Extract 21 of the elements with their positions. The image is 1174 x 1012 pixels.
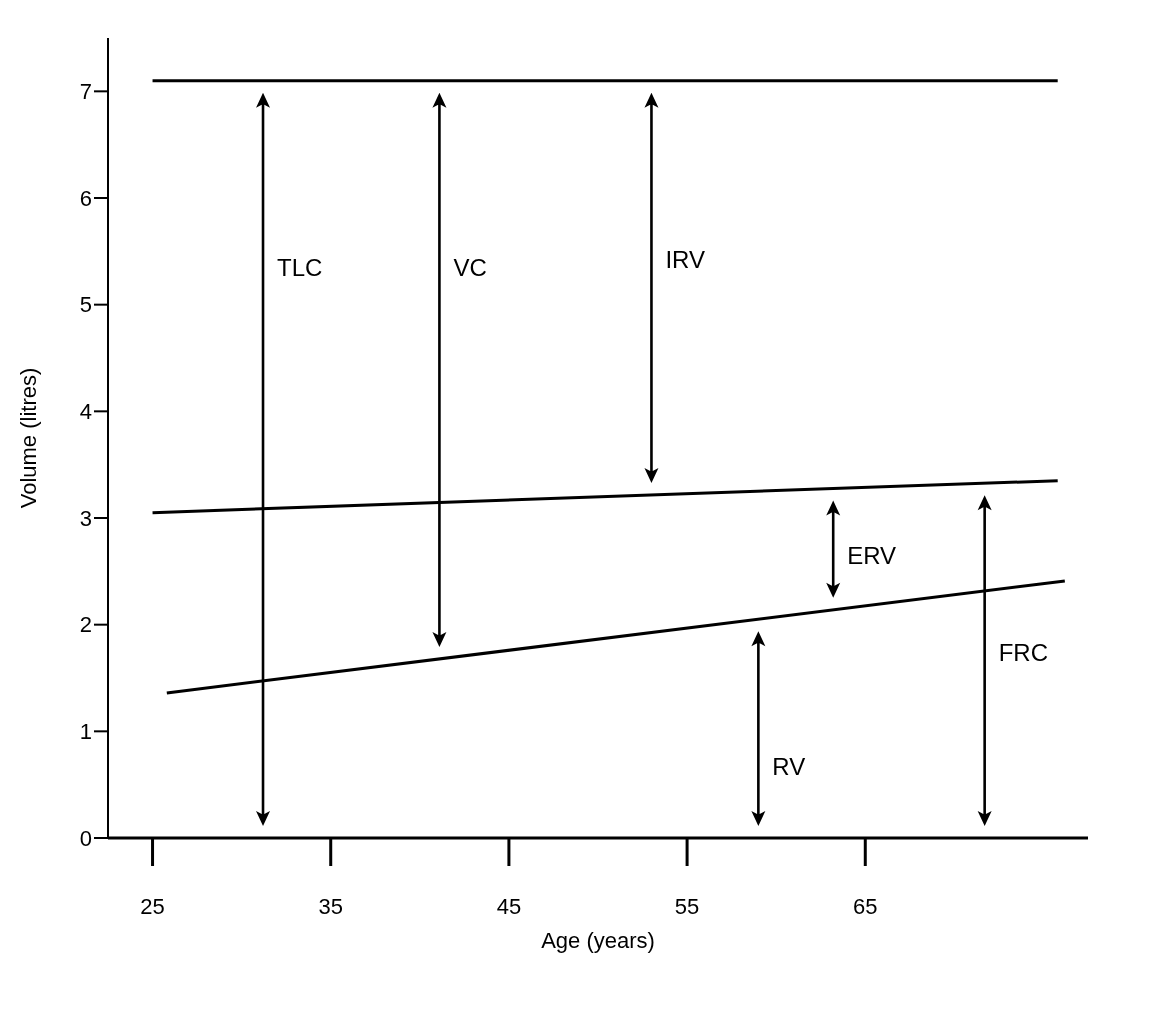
x-tick-label: 45 (496, 893, 522, 919)
annotation: TLC (277, 253, 323, 281)
y-tick-label: 6 (79, 185, 92, 211)
x-axis-title: Age (years) (541, 928, 655, 953)
y-tick-label: 3 (79, 505, 92, 531)
y-axis-title: Volume (litres) (15, 367, 41, 509)
annotation: VC (453, 253, 487, 281)
y-tick-label: 4 (79, 399, 92, 425)
y-tick-label: 2 (79, 612, 92, 638)
annotation: IRV (665, 246, 706, 274)
x-tick-label: 65 (853, 893, 878, 919)
annotation: ERV (847, 541, 897, 569)
x-tick-label: 25 (140, 893, 165, 919)
y-tick-label: 7 (79, 79, 92, 105)
y-tick-label: 1 (79, 719, 92, 745)
y-tick-label: 0 (79, 825, 92, 851)
x-tick-label: 35 (318, 893, 343, 919)
y-tick-label: 5 (79, 292, 92, 318)
annotation: FRC (998, 638, 1048, 666)
annotation: RV (772, 753, 806, 781)
x-tick-label: 55 (674, 893, 700, 919)
